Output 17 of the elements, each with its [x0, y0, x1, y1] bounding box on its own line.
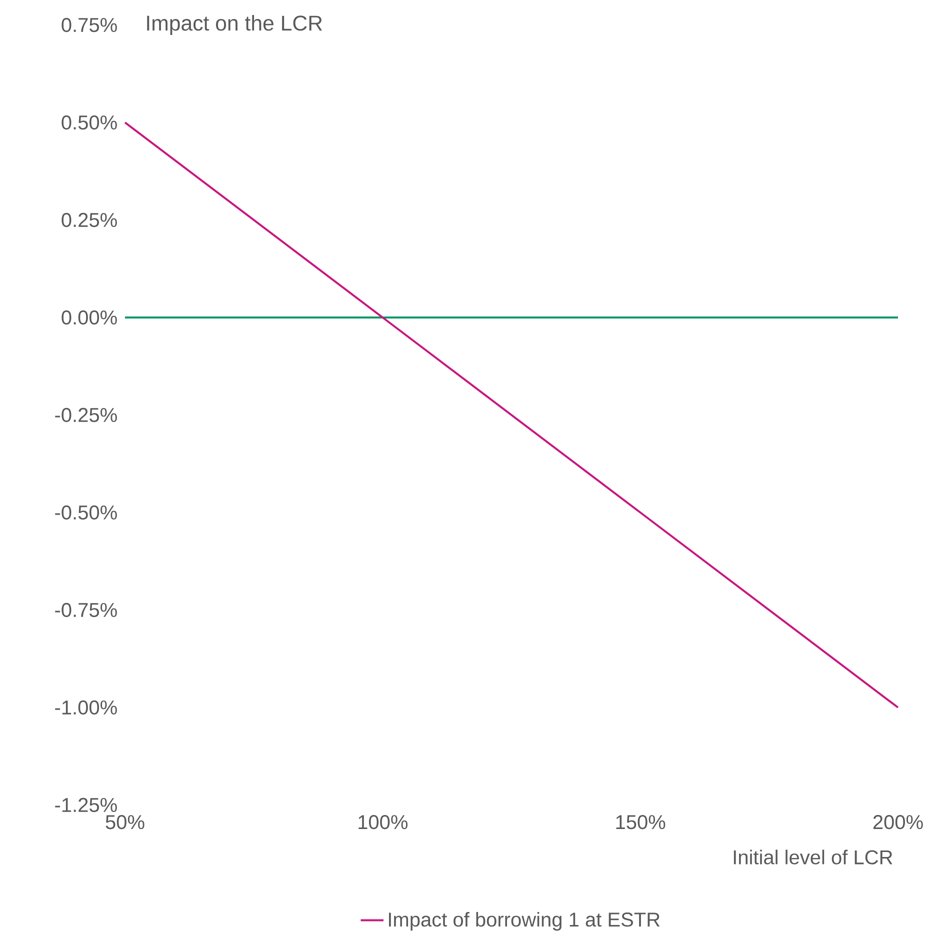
y-tick-label: -0.25% — [55, 408, 117, 422]
x-tick-label: 100% — [358, 815, 408, 830]
y-tick-label: -0.50% — [55, 505, 117, 520]
y-tick-label: 0.00% — [62, 310, 117, 325]
x-tick-label: 150% — [616, 815, 666, 830]
y-axis-title: Impact on the LCR — [147, 15, 322, 35]
y-tick-label: 0.75% — [62, 18, 117, 32]
y-tick-label: 0.25% — [62, 212, 117, 228]
y-tick-label: -1.00% — [55, 700, 117, 715]
x-tick-label: 50% — [106, 815, 144, 830]
y-tick-label: -0.75% — [55, 602, 117, 618]
line-series — [124, 122, 899, 708]
legend-label: Impact of borrowing 1 at ESTR — [388, 912, 660, 931]
x-tick-label: 200% — [873, 815, 923, 830]
y-tick-label: -1.25% — [55, 798, 117, 812]
x-axis-title: Initial level of LCR — [734, 850, 892, 864]
y-tick-label: 0.50% — [62, 115, 117, 130]
